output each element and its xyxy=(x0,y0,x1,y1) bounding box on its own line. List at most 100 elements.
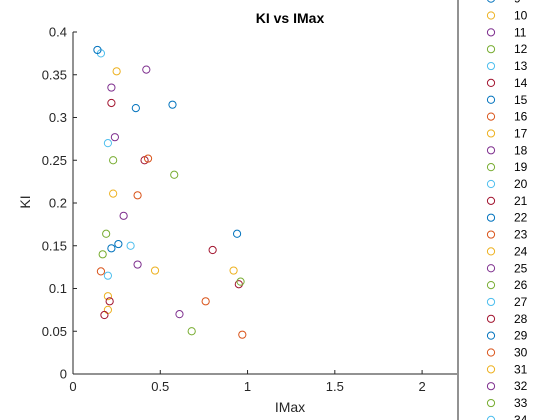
data-point xyxy=(119,211,128,220)
y-tick-label: 0.15 xyxy=(42,238,67,253)
data-point xyxy=(143,154,153,163)
legend-marker xyxy=(486,163,496,172)
data-point xyxy=(112,67,121,76)
legend-marker xyxy=(486,264,496,273)
data-point xyxy=(107,244,116,253)
legend-marker xyxy=(486,213,496,222)
legend-marker xyxy=(487,0,495,3)
y-tick-label: 0.1 xyxy=(49,281,67,296)
legend-label: 25 xyxy=(514,261,528,275)
data-point xyxy=(105,297,114,306)
legend-label: 24 xyxy=(514,244,528,258)
legend-marker xyxy=(486,382,496,391)
data-point xyxy=(150,266,160,275)
legend-label: 17 xyxy=(514,126,528,140)
y-tick-label: 0.25 xyxy=(42,153,67,168)
legend-marker xyxy=(486,331,496,340)
data-point xyxy=(208,245,217,255)
data-point xyxy=(236,277,245,286)
legend-label: 13 xyxy=(514,59,528,73)
y-tick-label: 0 xyxy=(60,367,67,382)
data-point xyxy=(133,260,142,269)
legend-marker xyxy=(486,230,496,239)
legend-label: 32 xyxy=(514,379,528,393)
legend-label: 18 xyxy=(514,143,528,157)
legend-label: 12 xyxy=(514,42,528,56)
y-tick-label: 0.05 xyxy=(42,324,67,339)
data-points xyxy=(93,45,247,339)
legend-label: 20 xyxy=(514,177,528,191)
legend-marker xyxy=(486,45,496,54)
data-point xyxy=(100,310,109,320)
legend-marker xyxy=(486,129,496,138)
legend-label: 33 xyxy=(514,396,528,410)
legend-label: 30 xyxy=(514,346,528,360)
data-point xyxy=(126,241,135,250)
legend-label: 31 xyxy=(514,362,528,376)
data-point xyxy=(102,229,111,238)
legend: 9 10 11 12 13 14 15 16 17 18 19 20 21 22 23 24 25 26 27 28 2… xyxy=(457,0,560,420)
legend-label: 19 xyxy=(514,160,528,174)
legend-label: 10 xyxy=(514,9,528,23)
x-tick-label: 0 xyxy=(69,379,76,394)
data-point xyxy=(98,250,107,259)
data-point xyxy=(103,271,113,280)
data-point xyxy=(175,310,184,319)
legend-marker xyxy=(486,281,496,290)
legend-label: 22 xyxy=(514,211,528,225)
data-point xyxy=(96,267,106,276)
y-tick-label: 0.2 xyxy=(49,196,67,211)
plot-axes: 0 0.5 1 1.5 2 0 0.05 0.1 0.15 0.2 0.25 0.3 0.35 0.4 xyxy=(42,25,457,394)
data-point xyxy=(201,297,210,306)
legend-label: 23 xyxy=(514,228,528,242)
legend-label: 14 xyxy=(514,76,528,90)
legend-label: 34 xyxy=(514,413,528,420)
legend-marker xyxy=(486,146,496,155)
legend-label: 15 xyxy=(514,93,528,107)
x-tick-label: 2 xyxy=(418,379,425,394)
data-point xyxy=(107,83,116,92)
y-tick-label: 0.4 xyxy=(49,25,67,40)
x-tick-label: 1 xyxy=(244,379,251,394)
legend-label: 11 xyxy=(514,25,527,39)
legend-label: 28 xyxy=(514,312,528,326)
data-point xyxy=(142,65,151,74)
legend-marker xyxy=(486,398,496,408)
x-axis-label: IMax xyxy=(275,399,305,415)
data-point xyxy=(109,156,118,165)
data-point xyxy=(131,103,140,113)
data-point xyxy=(110,133,119,142)
legend-marker xyxy=(486,112,496,121)
data-point xyxy=(107,98,116,108)
data-point xyxy=(232,229,242,238)
legend-marker xyxy=(486,247,496,256)
legend-marker xyxy=(486,95,496,104)
data-point xyxy=(103,292,113,301)
data-point xyxy=(187,327,196,336)
legend-marker xyxy=(486,196,496,205)
y-tick-label: 0.3 xyxy=(49,110,67,125)
data-point xyxy=(93,45,102,55)
data-point xyxy=(238,330,247,339)
legend-label: 16 xyxy=(514,110,528,124)
legend-label: 9 xyxy=(514,0,521,6)
data-point xyxy=(229,266,238,275)
legend-label: 21 xyxy=(514,194,528,208)
legend-marker xyxy=(486,61,496,71)
legend-marker xyxy=(486,78,496,88)
y-tick-label: 0.35 xyxy=(42,67,67,82)
x-tick-label: 1.5 xyxy=(326,379,344,394)
data-point xyxy=(234,280,243,289)
chart-title: KI vs IMax xyxy=(256,10,325,26)
legend-label: 26 xyxy=(514,278,528,292)
data-point xyxy=(170,170,179,179)
legend-label: 27 xyxy=(514,295,528,309)
legend-marker xyxy=(486,297,496,307)
data-point xyxy=(114,239,123,249)
data-point xyxy=(133,191,142,200)
legend-marker xyxy=(486,11,496,20)
data-point xyxy=(109,189,118,198)
legend-marker xyxy=(486,314,496,323)
legend-marker xyxy=(486,365,496,374)
